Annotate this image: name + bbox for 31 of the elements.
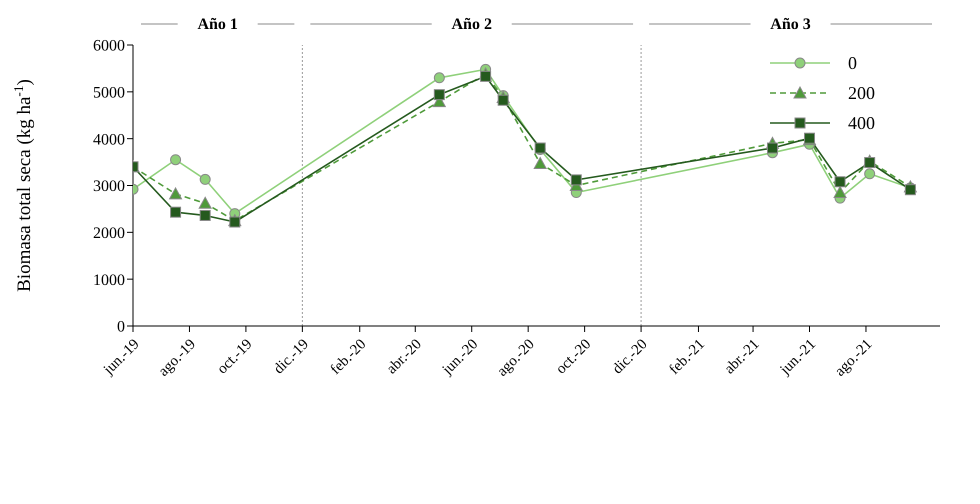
point <box>198 196 212 209</box>
point <box>864 168 876 180</box>
y-tick-label: 0 <box>117 318 125 336</box>
y-tick-label: 5000 <box>93 84 125 102</box>
point <box>229 216 240 228</box>
y-tick-label: 4000 <box>93 131 125 148</box>
point <box>200 174 211 185</box>
point <box>570 174 582 186</box>
point <box>834 186 847 198</box>
point <box>534 156 547 169</box>
point <box>498 94 509 106</box>
point <box>434 89 445 100</box>
legend-label: 400 <box>848 112 875 134</box>
text: Año 1 <box>197 16 238 33</box>
point <box>169 187 182 200</box>
text: Año 3 <box>770 16 811 33</box>
legend-label: 200 <box>848 82 875 104</box>
point <box>864 157 876 168</box>
point <box>834 176 846 188</box>
y-tick-label: 2000 <box>93 225 125 242</box>
point <box>170 206 182 218</box>
legend-label: 0 <box>848 52 857 74</box>
point <box>480 70 492 82</box>
point <box>170 154 182 166</box>
text: Año 2 <box>451 16 492 33</box>
y-tick-label: 6000 <box>93 38 125 55</box>
y-tick-label: 3000 <box>93 178 125 196</box>
y-tick-label: 1000 <box>93 272 125 289</box>
point <box>200 210 211 221</box>
point <box>434 72 445 84</box>
point <box>766 142 778 154</box>
